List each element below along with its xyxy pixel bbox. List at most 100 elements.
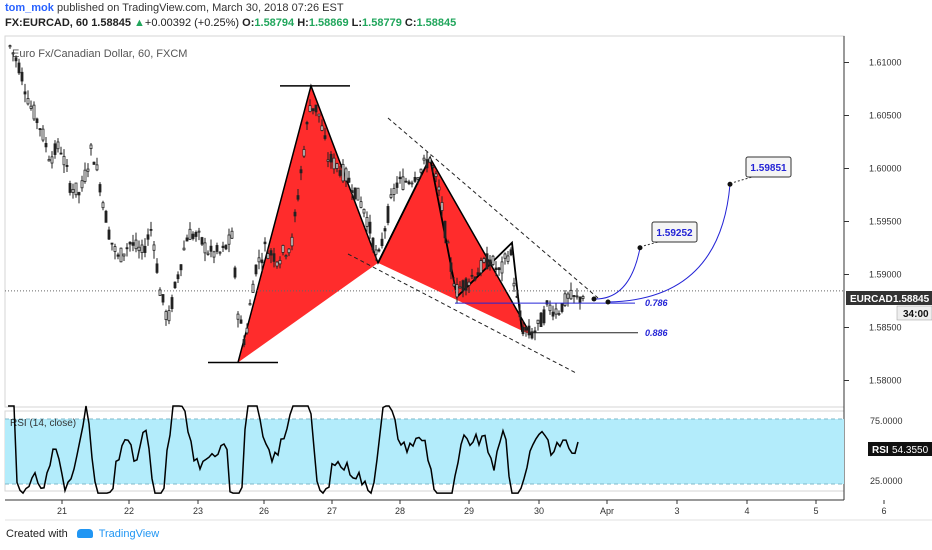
- pattern-xab-triangle: [238, 85, 378, 363]
- x-tick-label: 22: [124, 506, 134, 516]
- candle-body: [83, 169, 87, 182]
- candle-body: [374, 249, 378, 255]
- target-dot: [727, 181, 733, 187]
- candle-body: [116, 254, 120, 257]
- candle-body: [320, 125, 324, 131]
- candle-body: [413, 176, 417, 182]
- candle-body: [347, 177, 351, 183]
- candle-body: [335, 163, 339, 169]
- candle-body: [557, 313, 561, 315]
- candle-body: [173, 281, 177, 289]
- candle-body: [386, 206, 390, 223]
- candle-body: [56, 141, 60, 150]
- candle-body: [434, 173, 438, 177]
- candle-body: [50, 156, 54, 164]
- candle-body: [203, 242, 207, 254]
- candle-body: [89, 144, 93, 149]
- projection-start-dot: [605, 299, 611, 305]
- x-tick-label: 29: [464, 506, 474, 516]
- candle-body: [191, 233, 195, 239]
- x-tick-label: 30: [534, 506, 544, 516]
- candle-body: [440, 202, 444, 211]
- candle-body: [491, 255, 495, 265]
- annotations[interactable]: 0.786 0.886 1.59252 1.59851: [5, 117, 844, 374]
- candle-body: [188, 228, 192, 240]
- candle-body: [146, 234, 150, 240]
- candle-body: [80, 180, 84, 189]
- x-tick-label: 3: [674, 506, 679, 516]
- close-value: 1.58845: [416, 17, 457, 29]
- candle-body: [311, 108, 315, 111]
- open-value: 1.58794: [254, 17, 295, 29]
- candle-body: [104, 210, 108, 223]
- last-price: 1.58845: [91, 17, 131, 29]
- harmonic-pattern[interactable]: [208, 83, 532, 364]
- candle-body: [221, 245, 225, 248]
- candle-body: [179, 264, 183, 271]
- candle-body: [149, 229, 153, 231]
- y-tick-label: 1.59000: [869, 270, 902, 280]
- fib-level-label: 0.886: [645, 328, 669, 338]
- candle-body: [74, 182, 78, 196]
- candle-body: [167, 310, 171, 322]
- low-label: L:: [351, 17, 363, 29]
- candle-body: [521, 326, 525, 335]
- candle-body: [182, 247, 186, 251]
- candle-body: [41, 128, 45, 141]
- candle-body: [308, 105, 312, 113]
- candles: [8, 44, 585, 348]
- author-link[interactable]: tom_mok: [5, 2, 54, 14]
- brand-link[interactable]: TradingView: [98, 528, 160, 540]
- candle-body: [26, 98, 30, 105]
- candle-body: [176, 274, 180, 280]
- candle-body: [152, 244, 156, 251]
- candle-body: [215, 245, 219, 252]
- candle-body: [515, 295, 519, 298]
- candle-body: [485, 253, 489, 270]
- change-value: +0.00392 (+0.25%): [144, 17, 240, 29]
- candle-body: [404, 180, 408, 183]
- candle-body: [110, 242, 114, 245]
- candle-body: [326, 159, 330, 162]
- chart-title: Euro Fx/Canadian Dollar, 60, FXCM: [12, 48, 187, 60]
- candle-body: [452, 283, 456, 287]
- candle-body: [257, 257, 261, 263]
- candle-body: [368, 221, 372, 234]
- candle-body: [482, 258, 486, 263]
- footer: Created with TradingView: [6, 528, 159, 540]
- candle-body: [473, 276, 477, 281]
- candle-body: [71, 188, 75, 193]
- candle-body: [38, 128, 42, 131]
- target-callout-box: [745, 156, 792, 178]
- x-tick-label: 4: [744, 506, 749, 516]
- candle-body: [227, 234, 231, 245]
- candle-body: [581, 296, 585, 299]
- callout-leader: [733, 176, 753, 183]
- created-with: Created with: [6, 528, 68, 540]
- candle-body: [245, 327, 249, 334]
- candle-body: [95, 164, 99, 171]
- candle-body: [518, 310, 522, 318]
- y-tick-label: 1.61000: [869, 58, 902, 68]
- candle-body: [62, 155, 66, 166]
- candle-body: [65, 164, 69, 167]
- target-dot: [637, 245, 643, 251]
- candle-body: [185, 237, 189, 242]
- candle-body: [233, 267, 237, 278]
- candle-body: [194, 231, 198, 237]
- candle-body: [86, 168, 90, 172]
- candle-body: [218, 251, 222, 254]
- candle-body: [500, 261, 504, 274]
- candle-body: [443, 220, 447, 239]
- x-tick-label: 26: [259, 506, 269, 516]
- candle-body: [299, 169, 303, 174]
- x-tick-label: 21: [57, 506, 67, 516]
- candle-body: [476, 272, 480, 276]
- candle-body: [572, 295, 576, 297]
- candle-body: [527, 325, 531, 336]
- candle-body: [560, 303, 564, 312]
- candle-body: [479, 260, 483, 274]
- candle-body: [539, 312, 543, 328]
